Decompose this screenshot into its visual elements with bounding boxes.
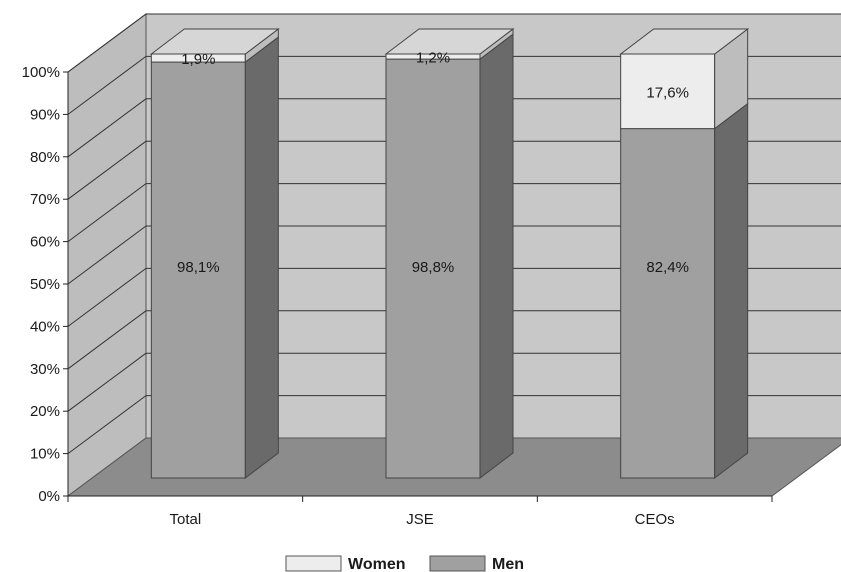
bar-men-total: 98,1% bbox=[150, 36, 279, 480]
y-tick-label: 80% bbox=[30, 149, 60, 166]
data-label: 82,4% bbox=[646, 259, 689, 276]
bar-women-ceos: 17,6% bbox=[619, 27, 750, 130]
bar-men-jse: 98,8% bbox=[385, 33, 514, 480]
data-label: 17,6% bbox=[646, 84, 689, 101]
bar-front bbox=[150, 61, 246, 479]
gridline-side bbox=[67, 395, 147, 455]
y-tick-label: 100% bbox=[22, 64, 60, 81]
bar-top bbox=[149, 28, 280, 55]
bar-side bbox=[714, 102, 749, 480]
legend-label-women: Women bbox=[348, 556, 405, 572]
legend-swatch-men bbox=[429, 555, 486, 572]
bar-women-jse: 1,2% bbox=[384, 27, 515, 67]
bar-men-ceos: 82,4% bbox=[620, 102, 749, 480]
gridline-side bbox=[67, 267, 147, 327]
bar-women-total: 1,9% bbox=[149, 27, 280, 68]
gridline-side bbox=[67, 225, 147, 285]
gridline-side bbox=[67, 352, 147, 412]
gridline-side bbox=[67, 55, 147, 115]
bars: 98,1% 1,9% 98,8% 1,2% 82,4% 17,6% bbox=[149, 27, 750, 480]
gridline-side bbox=[67, 98, 147, 158]
gridline-side bbox=[67, 310, 147, 370]
x-tick-label: Total bbox=[169, 511, 201, 528]
bar-side bbox=[479, 33, 514, 480]
bar-top bbox=[619, 28, 750, 55]
data-label: 1,2% bbox=[416, 50, 450, 67]
bar-front bbox=[620, 53, 716, 130]
y-tick-label: 70% bbox=[30, 191, 60, 208]
legend-swatch-women bbox=[285, 555, 342, 572]
x-axis: Total JSE CEOs bbox=[67, 495, 773, 528]
x-tick-label: CEOs bbox=[635, 511, 675, 528]
data-label: 98,1% bbox=[177, 259, 220, 276]
y-tick-label: 10% bbox=[30, 446, 60, 463]
bar-top bbox=[384, 28, 515, 55]
bar-front bbox=[620, 128, 716, 479]
y-tick-label: 50% bbox=[30, 276, 60, 293]
x-tick-label: JSE bbox=[406, 511, 434, 528]
y-tick-label: 20% bbox=[30, 403, 60, 420]
gridline-side bbox=[67, 140, 147, 200]
y-tick-label: 40% bbox=[30, 318, 60, 335]
y-tick-label: 0% bbox=[38, 488, 60, 505]
data-label: 1,9% bbox=[181, 51, 215, 68]
y-tick-label: 60% bbox=[30, 234, 60, 251]
y-tick-label: 90% bbox=[30, 106, 60, 123]
legend-label-men: Men bbox=[492, 556, 524, 572]
y-tick-label: 30% bbox=[30, 361, 60, 378]
gridline-side bbox=[67, 183, 147, 243]
legend: Women Men bbox=[285, 555, 524, 572]
bar-side bbox=[244, 36, 279, 480]
gridline-side bbox=[67, 13, 147, 73]
y-axis: 0% 10% 20% 30% 40% 50% 60% 70% 80% 90% 100% bbox=[22, 64, 69, 505]
data-label: 98,8% bbox=[412, 259, 455, 276]
